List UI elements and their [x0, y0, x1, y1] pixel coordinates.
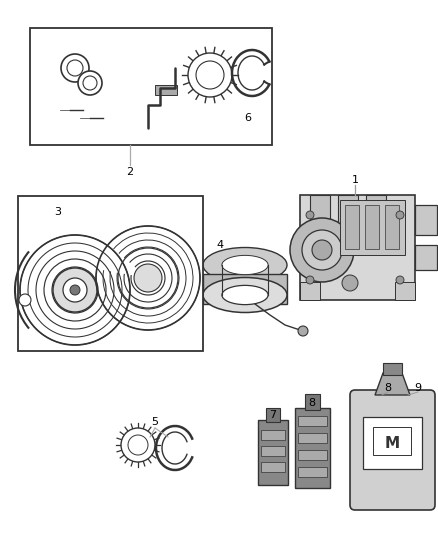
Bar	[261, 462, 285, 472]
Circle shape	[306, 276, 314, 284]
Bar	[261, 446, 285, 456]
Bar	[261, 430, 285, 440]
Circle shape	[134, 264, 162, 292]
Bar	[258, 420, 288, 485]
Text: 4: 4	[216, 240, 223, 250]
Bar	[415, 205, 437, 235]
Text: 8: 8	[308, 398, 315, 408]
Bar	[298, 450, 327, 460]
Circle shape	[298, 326, 308, 336]
Polygon shape	[375, 373, 410, 395]
Bar	[300, 195, 415, 300]
Ellipse shape	[115, 117, 125, 124]
Text: 6: 6	[244, 113, 251, 123]
Bar	[300, 282, 320, 300]
Circle shape	[19, 294, 31, 306]
FancyBboxPatch shape	[350, 390, 435, 510]
Ellipse shape	[222, 285, 268, 305]
Circle shape	[67, 60, 83, 76]
Circle shape	[128, 435, 148, 455]
Bar	[295, 408, 330, 488]
Bar	[298, 467, 327, 477]
Text: M: M	[385, 435, 399, 450]
Bar	[373, 427, 411, 455]
Bar	[366, 195, 386, 225]
Circle shape	[63, 278, 87, 302]
Ellipse shape	[105, 107, 115, 114]
Circle shape	[396, 211, 404, 219]
Bar	[395, 282, 415, 300]
Text: 2: 2	[127, 167, 134, 177]
Bar	[345, 205, 359, 249]
Bar	[365, 205, 379, 249]
Circle shape	[196, 61, 224, 89]
Circle shape	[70, 285, 80, 295]
Text: 8: 8	[385, 383, 392, 393]
Bar	[155, 85, 177, 95]
Ellipse shape	[203, 278, 287, 312]
Circle shape	[53, 268, 97, 312]
Bar	[310, 195, 330, 225]
Bar	[305, 394, 320, 410]
Circle shape	[78, 71, 102, 95]
Text: 3: 3	[54, 207, 61, 217]
Circle shape	[302, 230, 342, 270]
Circle shape	[342, 275, 358, 291]
Circle shape	[83, 76, 97, 90]
Circle shape	[188, 53, 232, 97]
Bar	[415, 245, 437, 270]
Ellipse shape	[222, 255, 268, 274]
Text: 1: 1	[352, 175, 358, 185]
Text: 7: 7	[269, 410, 276, 420]
Bar	[18, 196, 203, 351]
Circle shape	[396, 276, 404, 284]
Text: 9: 9	[414, 383, 421, 393]
Bar	[30, 28, 272, 145]
Polygon shape	[203, 274, 287, 304]
Ellipse shape	[58, 105, 72, 115]
Bar	[385, 205, 399, 249]
Circle shape	[312, 240, 332, 260]
Bar	[340, 200, 405, 255]
Ellipse shape	[203, 247, 287, 282]
Circle shape	[121, 428, 155, 462]
Circle shape	[61, 54, 89, 82]
Bar	[298, 416, 327, 426]
Ellipse shape	[78, 113, 92, 123]
Circle shape	[306, 211, 314, 219]
Bar	[266, 408, 280, 422]
Circle shape	[290, 218, 354, 282]
Bar	[298, 433, 327, 443]
Bar	[383, 363, 402, 375]
Bar	[363, 417, 422, 469]
Bar	[338, 195, 358, 225]
Text: 5: 5	[152, 417, 159, 427]
